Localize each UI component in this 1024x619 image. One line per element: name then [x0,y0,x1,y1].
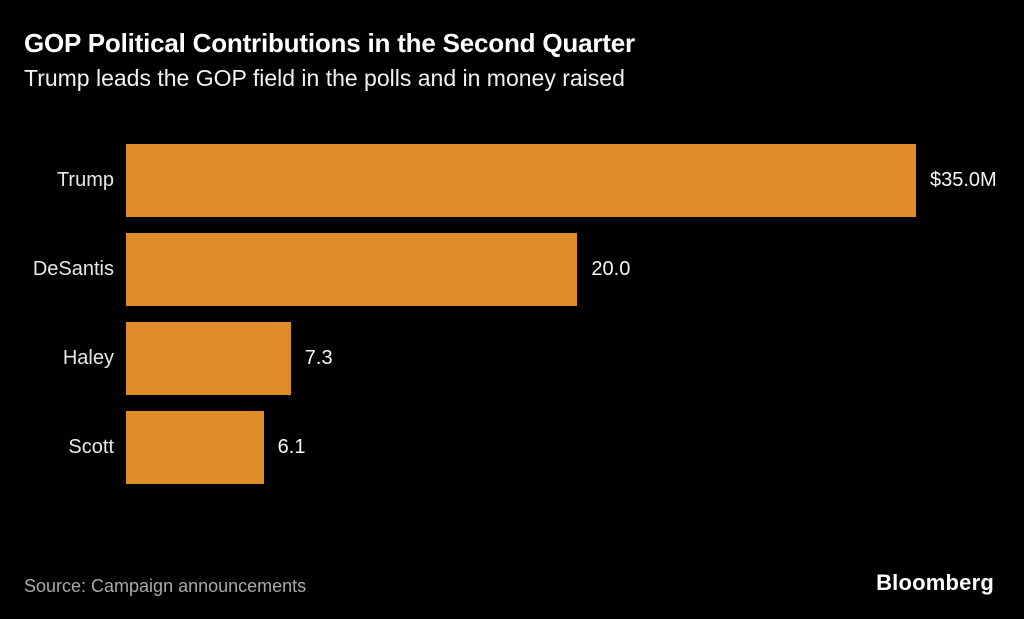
category-label: Haley [62,347,114,369]
bloomberg-logo: Bloomberg [876,570,994,595]
category-label: DeSantis [32,258,114,280]
category-label: Trump [56,169,114,191]
bar [126,233,578,306]
bar-row: DeSantis 20.0 [0,233,1024,306]
bar-track: 20.0 [126,233,1024,306]
bar [126,411,264,484]
bar-track: $35.0M [126,144,1024,217]
value-label: 20.0 [591,258,631,280]
bar [126,322,291,395]
value-label: 7.3 [304,347,333,369]
bar-chart: Trump $35.0M DeSantis 20.0 Haley 7.3 Scott 6.1 [0,144,1024,500]
bar-row: Haley 7.3 [0,322,1024,395]
value-label: $35.0M [930,169,997,191]
chart-title: GOP Political Contributions in the Secon… [24,28,635,58]
chart-header: GOP Political Contributions in the Secon… [24,27,1000,92]
bar-track: 6.1 [126,411,1024,484]
bar-track: 7.3 [126,322,1024,395]
value-label: 6.1 [277,436,306,458]
source-note: Source: Campaign announcements [24,576,307,596]
bar-row: Scott 6.1 [0,411,1024,484]
bar [126,144,916,217]
category-label: Scott [68,436,114,458]
chart-subtitle: Trump leads the GOP field in the polls a… [24,64,625,91]
bar-row: Trump $35.0M [0,144,1024,217]
